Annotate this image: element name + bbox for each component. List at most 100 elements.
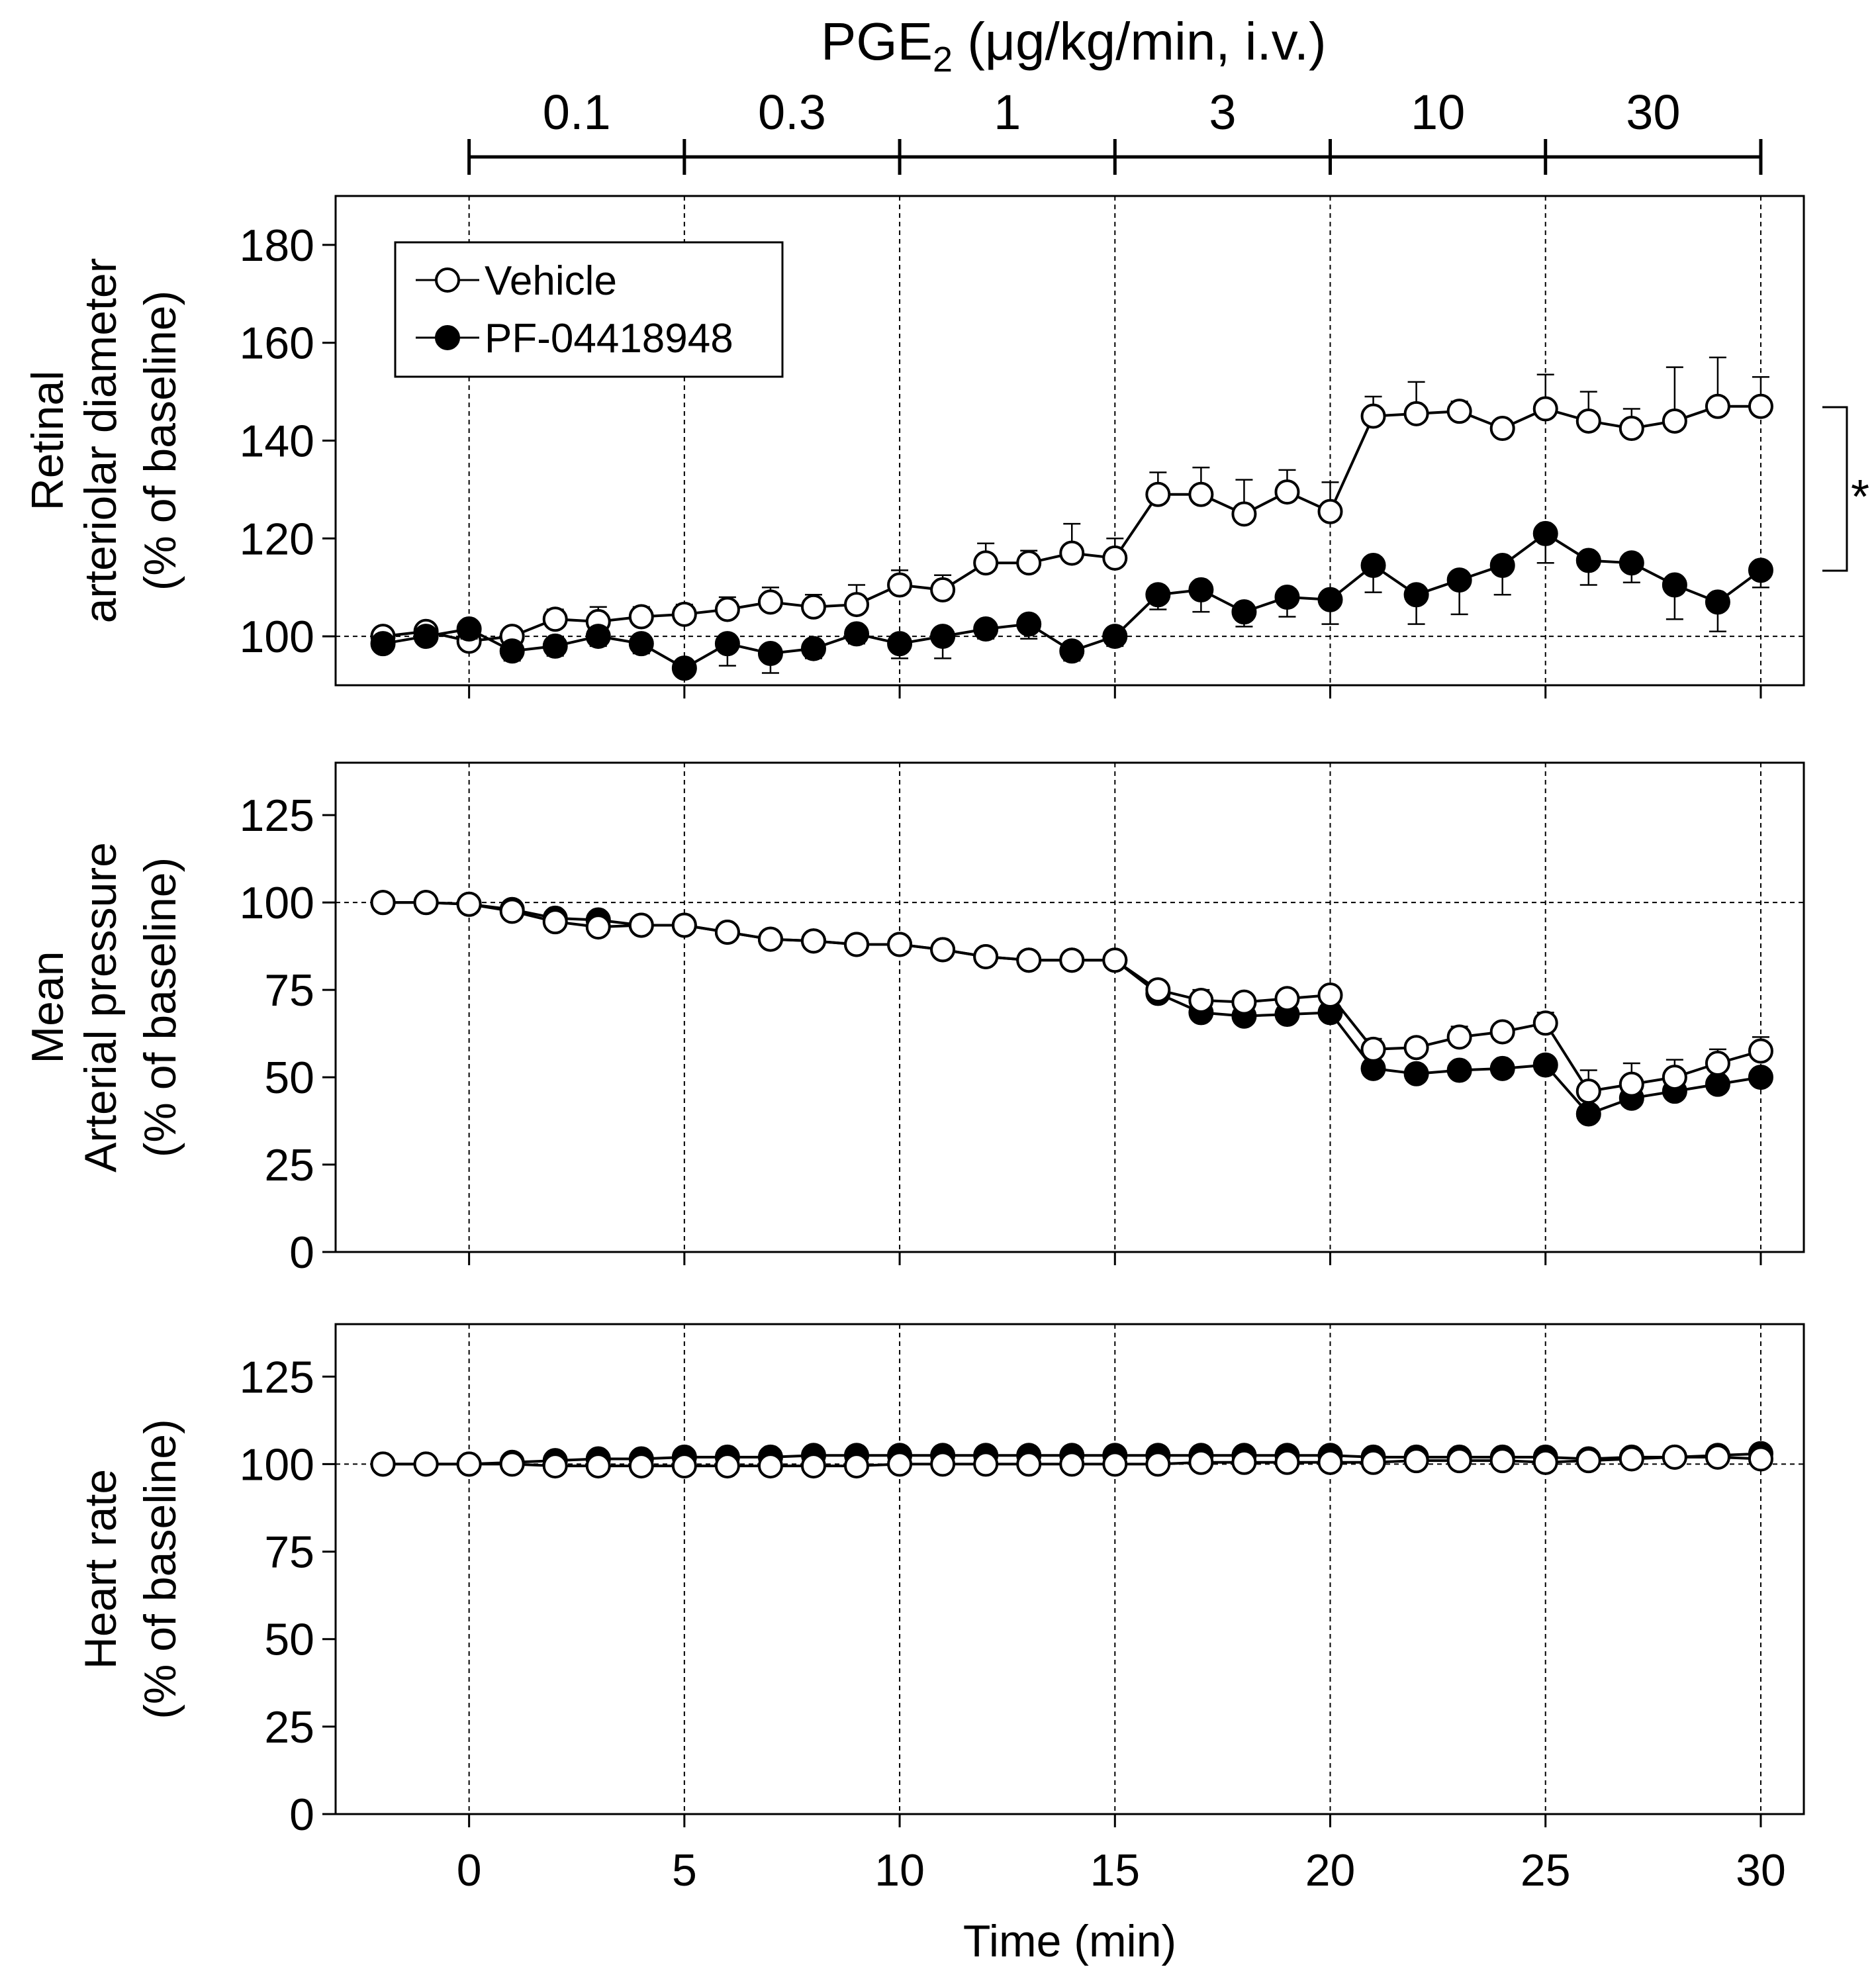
data-point: [1059, 540, 1085, 566]
data-point: [1446, 567, 1472, 593]
data-point: [585, 1453, 611, 1479]
data-point: [499, 638, 525, 664]
x-tick-label: 10: [874, 1845, 925, 1896]
data-point: [1231, 1449, 1257, 1475]
data-point: [1403, 1061, 1429, 1086]
data-point: [757, 589, 783, 615]
dose-title-main: PGE: [821, 12, 933, 71]
data-point: [1317, 1449, 1343, 1475]
data-point: [1059, 1451, 1085, 1477]
data-point: [1662, 408, 1687, 434]
data-point: [887, 631, 913, 657]
data-point: [973, 1451, 999, 1477]
data-point: [1188, 987, 1214, 1013]
data-point: [714, 597, 740, 622]
y-tick-label: 180: [240, 220, 314, 271]
series-vehicle: [370, 890, 1773, 1104]
data-point: [1489, 1019, 1515, 1045]
data-point: [1446, 1024, 1472, 1050]
x-tick-label: 5: [672, 1845, 697, 1896]
data-point: [1317, 587, 1343, 612]
data-point: [1403, 1035, 1429, 1061]
data-point: [1748, 393, 1773, 419]
data-point: [1016, 550, 1042, 576]
data-point: [844, 592, 870, 618]
data-point: [1231, 501, 1257, 527]
data-point: [628, 1453, 654, 1479]
data-point: [413, 1451, 439, 1477]
y-axis-title-line: Heart rate: [75, 1469, 126, 1669]
data-point: [1532, 1449, 1558, 1475]
data-point: [1575, 1448, 1601, 1474]
data-point: [1532, 1052, 1558, 1078]
data-point: [1662, 1444, 1687, 1470]
y-tick-label: 120: [240, 514, 314, 564]
data-point: [1662, 572, 1687, 598]
data-point: [1403, 1448, 1429, 1474]
data-point: [499, 898, 525, 924]
data-point: [1102, 545, 1128, 571]
data-point: [1532, 520, 1558, 546]
data-point: [1575, 1101, 1601, 1127]
significance-bracket: *: [1822, 406, 1869, 572]
y-tick-label: 160: [240, 318, 314, 369]
data-point: [714, 920, 740, 945]
data-point: [1274, 584, 1300, 610]
data-point: [628, 604, 654, 630]
dose-bar-title: PGE2 (μg/kg/min, i.v.): [821, 12, 1327, 79]
data-point: [542, 633, 568, 659]
data-point: [542, 606, 568, 632]
y-tick-label: 100: [240, 878, 314, 928]
data-point: [1662, 1065, 1687, 1090]
data-point: [370, 1451, 396, 1477]
data-point: [757, 1453, 783, 1479]
data-point: [757, 640, 783, 666]
dose-label: 1: [994, 85, 1021, 140]
data-point: [413, 624, 439, 649]
dose-label: 0.1: [543, 85, 611, 140]
data-point: [1360, 403, 1386, 429]
data-point: [499, 1451, 525, 1477]
data-point: [1705, 589, 1730, 615]
data-point: [800, 594, 826, 620]
dose-label: 10: [1411, 85, 1465, 140]
data-point: [585, 914, 611, 940]
data-point: [1360, 552, 1386, 578]
data-point: [1748, 557, 1773, 583]
data-point: [1489, 1448, 1515, 1474]
plot-frame: [334, 761, 1805, 1253]
data-point: [1705, 1071, 1730, 1097]
data-point: [1748, 1446, 1773, 1472]
y-tick-label: 140: [240, 416, 314, 467]
data-point: [1446, 399, 1472, 424]
data-point: [973, 550, 999, 576]
data-point: [887, 572, 913, 598]
y-tick-label: 125: [240, 791, 314, 841]
data-point: [930, 937, 956, 963]
x-tick-label: 25: [1521, 1845, 1571, 1896]
data-point: [1274, 1449, 1300, 1475]
legend-pf-label: PF-04418948: [485, 316, 733, 361]
data-point: [1016, 1451, 1042, 1477]
x-tick-label: 20: [1305, 1845, 1356, 1896]
data-point: [1446, 1448, 1472, 1474]
data-point: [1748, 1065, 1773, 1090]
data-point: [1532, 396, 1558, 422]
legend-vehicle-marker: [435, 267, 460, 293]
data-point: [1575, 408, 1601, 434]
data-point: [1145, 582, 1171, 608]
data-point: [1016, 611, 1042, 637]
plot-frame: [334, 1323, 1805, 1815]
dose-title-rest: (μg/kg/min, i.v.): [953, 12, 1327, 71]
data-point: [456, 1451, 482, 1477]
data-point: [1705, 1444, 1730, 1470]
y-tick-label: 100: [240, 1439, 314, 1490]
dose-label: 3: [1209, 85, 1236, 140]
data-point: [456, 616, 482, 642]
y-tick-label: 25: [264, 1140, 314, 1190]
data-point: [930, 624, 956, 649]
y-tick-label: 75: [264, 1527, 314, 1578]
y-tick-label: 50: [264, 1053, 314, 1103]
data-point: [1231, 599, 1257, 625]
data-point: [1188, 577, 1214, 602]
